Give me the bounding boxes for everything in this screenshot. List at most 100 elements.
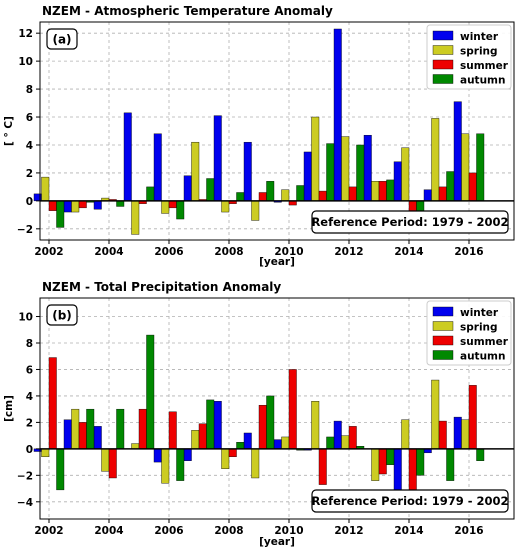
bar-spring-2005 <box>131 200 140 235</box>
panel-a-reference-annotation: Reference Period: 1979 - 2002 <box>311 210 509 234</box>
bar-spring-2014 <box>401 147 410 202</box>
bar-winter-2009 <box>243 432 252 450</box>
bar-autumn-2007 <box>206 178 215 202</box>
bar-autumn-2008 <box>236 192 245 202</box>
y-tick-label: −4 <box>17 497 33 509</box>
bar-spring-2008 <box>221 448 230 469</box>
panel-b-label-box: (b) <box>46 304 78 326</box>
bar-winter-2006 <box>153 448 162 463</box>
bar-summer-2010 <box>288 369 297 450</box>
reference-text: Reference Period: 1979 - 2002 <box>311 494 508 508</box>
bar-spring-2005 <box>131 443 140 450</box>
bar-spring-2009 <box>251 200 260 221</box>
x-tick-label: 2016 <box>454 525 483 537</box>
panel-b-reference-annotation: Reference Period: 1979 - 2002 <box>311 489 509 513</box>
bar-summer-2003 <box>78 422 87 450</box>
panel-label-frame <box>46 304 78 326</box>
y-tick-label: 10 <box>18 56 33 68</box>
bar-spring-2006 <box>161 200 170 214</box>
bar-autumn-2002 <box>56 448 65 491</box>
bar-winter-2014 <box>393 161 402 202</box>
bar-spring-2013 <box>371 448 380 481</box>
bar-winter-2003 <box>63 419 72 450</box>
bar-winter-2011 <box>303 151 312 202</box>
bar-spring-2016 <box>461 133 470 202</box>
bar-summer-2006 <box>168 411 177 450</box>
bar-winter-2005 <box>123 112 132 202</box>
bar-summer-2013 <box>378 448 387 475</box>
bar-autumn-2013 <box>386 448 395 465</box>
x-tick-label: 2012 <box>334 246 363 258</box>
y-tick-label: 12 <box>18 28 33 40</box>
panel-a-plot-frame <box>39 21 515 241</box>
bar-winter-2012 <box>333 28 342 202</box>
y-tick-label: 4 <box>26 391 33 403</box>
y-tick-label: 0 <box>26 444 33 456</box>
bar-winter-2015 <box>423 189 432 202</box>
panel-b-title: NZEM - Total Precipitation Anomaly <box>42 280 281 294</box>
y-tick-label: 4 <box>26 140 33 152</box>
x-tick-label: 2010 <box>274 525 303 537</box>
bar-winter-2007 <box>183 448 192 461</box>
x-tick-label: 2002 <box>34 246 63 258</box>
panel-a-legend: winter spring summer autumn <box>426 24 512 90</box>
bar-spring-2007 <box>191 141 200 202</box>
bar-summer-2002 <box>48 357 57 450</box>
y-tick-label: 6 <box>26 112 33 124</box>
legend-label-spring: spring <box>460 322 498 334</box>
x-tick-label: 2008 <box>214 525 243 537</box>
bar-spring-2015 <box>431 379 440 450</box>
y-tick-label: 0 <box>26 196 33 208</box>
bar-summer-2005 <box>138 408 147 450</box>
bar-spring-2014 <box>401 419 410 450</box>
bar-spring-2010 <box>281 436 290 450</box>
legend-label-autumn: autumn <box>460 75 505 87</box>
panel-a-title: NZEM - Atmospheric Temperature Anomaly <box>42 4 333 18</box>
bar-spring-2009 <box>251 448 260 479</box>
bar-summer-2012 <box>348 186 357 202</box>
bar-autumn-2004 <box>116 200 125 207</box>
bar-summer-2015 <box>438 420 447 450</box>
bar-summer-2016 <box>468 172 477 202</box>
panel-a-label-box: (a) <box>46 28 78 50</box>
bar-spring-2006 <box>161 448 170 484</box>
panel-b-legend: winter spring summer autumn <box>426 300 512 366</box>
bar-spring-2012 <box>341 435 350 450</box>
bar-autumn-2005 <box>146 334 155 450</box>
bar-autumn-2009 <box>266 395 275 450</box>
bar-autumn-2015 <box>446 448 455 481</box>
bar-autumn-2005 <box>146 186 155 202</box>
x-tick-label: 2004 <box>94 525 123 537</box>
reference-frame <box>311 489 509 513</box>
bar-winter-2010 <box>273 439 282 450</box>
legend-swatch-spring <box>432 45 454 55</box>
x-tick-label: 2002 <box>34 525 63 537</box>
bar-summer-2009 <box>258 404 267 450</box>
bar-spring-2016 <box>461 419 470 450</box>
bar-winter-2016 <box>453 416 462 450</box>
reference-frame <box>311 210 509 234</box>
panel-b-plot-frame <box>39 297 515 520</box>
y-tick-label: −2 <box>17 224 33 236</box>
y-tick-label: 8 <box>26 338 33 350</box>
bar-autumn-2016 <box>476 448 485 461</box>
bar-summer-2011 <box>318 448 327 485</box>
bar-spring-2013 <box>371 181 380 202</box>
bar-spring-2011 <box>311 401 320 450</box>
bar-autumn-2013 <box>386 179 395 202</box>
bar-autumn-2014 <box>416 448 425 476</box>
bar-summer-2003 <box>78 200 87 209</box>
panel-b-x-axis-label: [year] <box>259 536 295 548</box>
bar-summer-2004 <box>108 448 117 479</box>
bar-winter-2014 <box>393 448 402 493</box>
bar-autumn-2006 <box>176 448 185 481</box>
bar-autumn-2008 <box>236 442 245 450</box>
legend-swatch-summer <box>432 335 454 346</box>
bar-winter-2004 <box>93 426 102 450</box>
bar-winter-2007 <box>183 175 192 202</box>
bar-winter-2016 <box>453 101 462 202</box>
bar-winter-2003 <box>63 200 72 213</box>
legend-label-summer: summer <box>460 336 509 348</box>
bar-summer-2009 <box>258 192 267 202</box>
bar-spring-2008 <box>221 200 230 213</box>
